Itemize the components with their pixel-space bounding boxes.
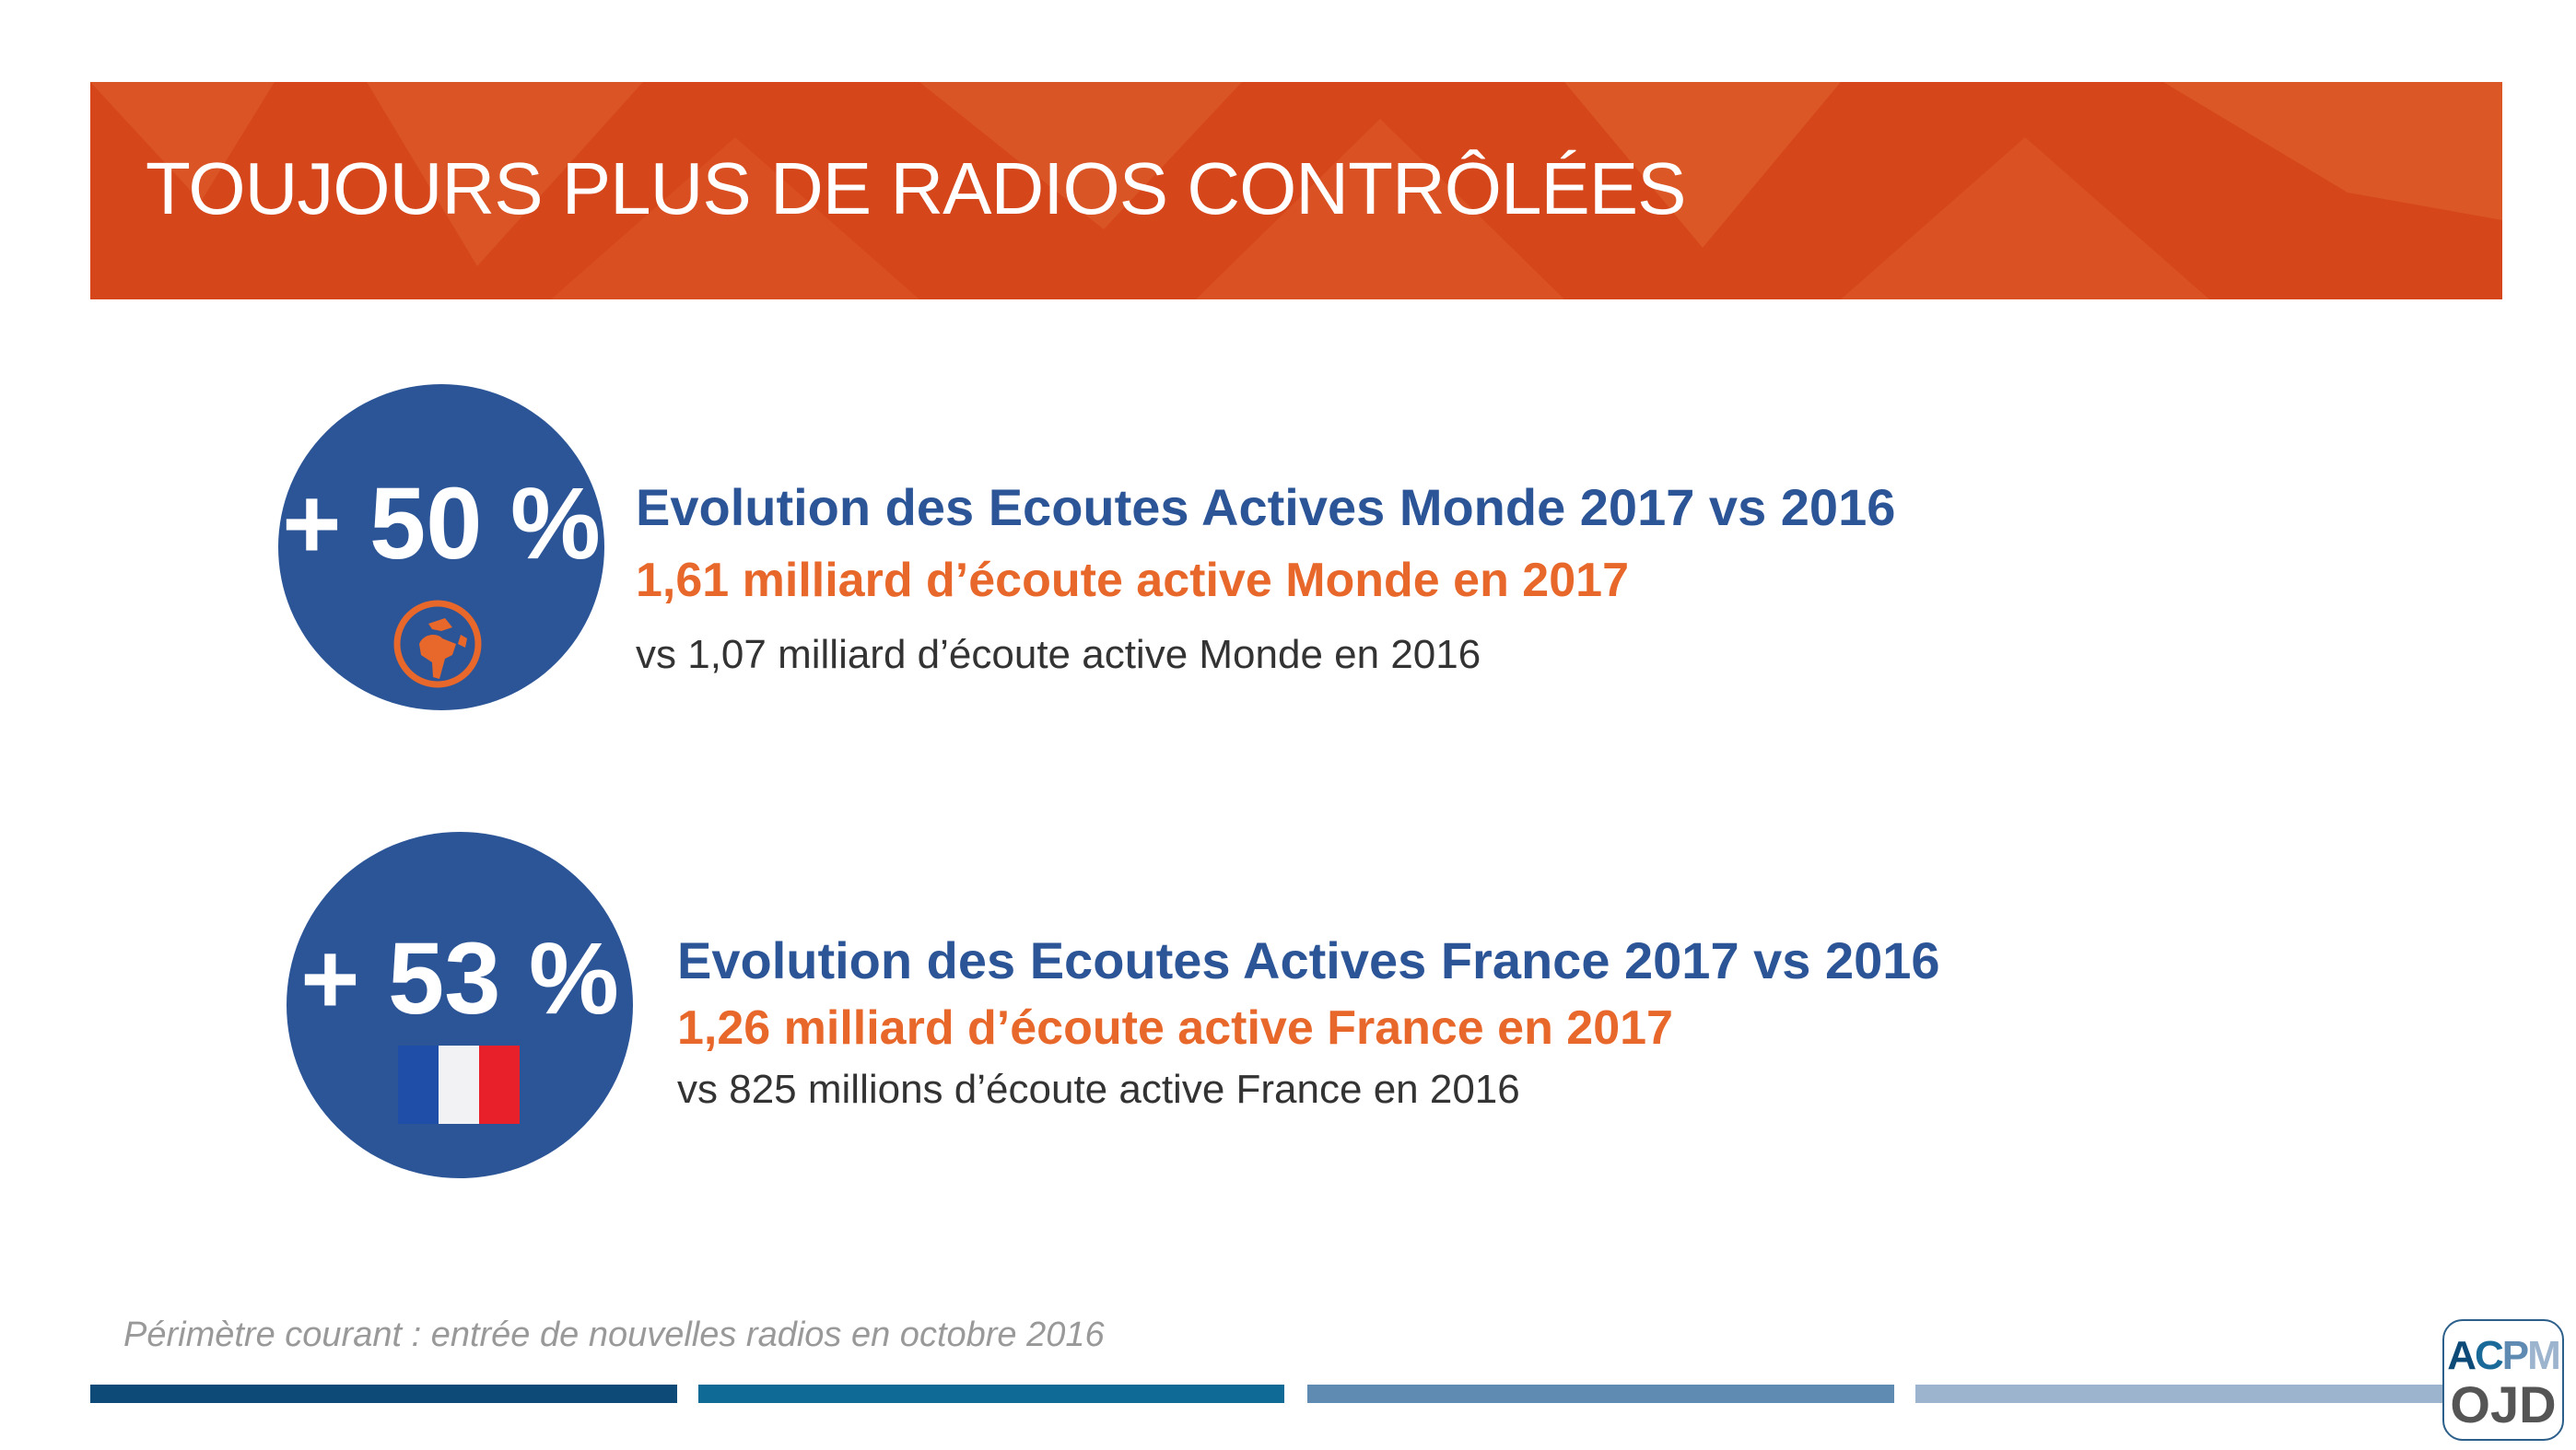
- footnote: Périmètre courant : entrée de nouvelles …: [123, 1316, 1105, 1354]
- footer-bar-2: [698, 1385, 1284, 1403]
- stat-circle-monde: + 50 %: [278, 384, 604, 710]
- footer-bar-1: [90, 1385, 677, 1403]
- stat-comparison: vs 825 millions d’écoute active France e…: [677, 1067, 1520, 1112]
- header-banner: TOUJOURS PLUS DE RADIOS CONTRÔLÉES: [90, 82, 2502, 299]
- logo-letter: A: [2447, 1333, 2476, 1378]
- logo-letter: M: [2527, 1333, 2561, 1378]
- france-flag-icon: [398, 1046, 520, 1124]
- globe-icon: [393, 600, 482, 688]
- logo-letter: C: [2474, 1333, 2504, 1378]
- percent-value: + 53 %: [300, 922, 619, 1035]
- percent-value: + 50 %: [282, 467, 601, 580]
- stat-comparison: vs 1,07 milliard d’écoute active Monde e…: [636, 632, 1481, 677]
- stat-highlight: 1,61 milliard d’écoute active Monde en 2…: [636, 554, 1629, 607]
- page-title: TOUJOURS PLUS DE RADIOS CONTRÔLÉES: [146, 147, 1687, 229]
- stat-title: Evolution des Ecoutes Actives France 201…: [677, 931, 1940, 989]
- triangle-pattern: [90, 82, 2502, 299]
- stat-circle-france: + 53 %: [287, 832, 633, 1178]
- stat-title: Evolution des Ecoutes Actives Monde 2017…: [636, 478, 1896, 536]
- acpm-ojd-logo: ACPM OJD: [2442, 1319, 2564, 1441]
- footer-bar-3: [1307, 1385, 1894, 1403]
- footer-bar-4: [1915, 1385, 2450, 1403]
- stat-highlight: 1,26 milliard d’écoute active France en …: [677, 1001, 1673, 1055]
- logo-letter: P: [2501, 1333, 2529, 1378]
- logo-ojd: OJD: [2450, 1375, 2557, 1433]
